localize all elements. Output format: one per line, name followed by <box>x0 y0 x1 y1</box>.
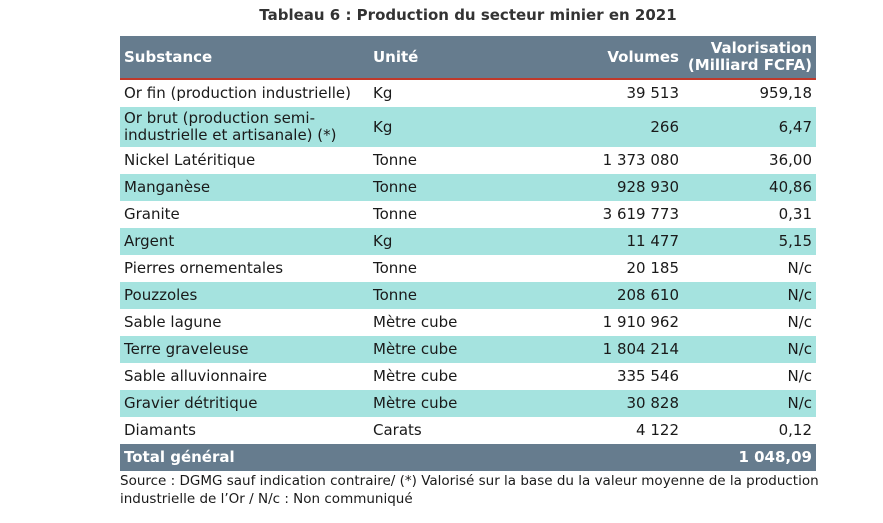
cell-volumes: 1 804 214 <box>509 336 683 363</box>
header-substance: Substance <box>120 36 369 80</box>
cell-unite: Mètre cube <box>373 367 458 385</box>
cell-substance: Argent <box>120 228 369 255</box>
table-row: Pouzzoles Tonne 208 610 N/c <box>120 282 816 309</box>
table-row: Terre graveleuse Mètre cube 1 804 214 N/c <box>120 336 816 363</box>
cell-volumes: 11 477 <box>509 228 683 255</box>
header-valorisation: Valorisation (Milliard FCFA) <box>683 36 816 80</box>
cell-valorisation: 0,12 <box>778 421 812 439</box>
cell-unite: Tonne <box>373 151 418 169</box>
cell-valorisation: N/c <box>787 313 812 331</box>
total-row: Total général 1 048,09 <box>120 444 816 471</box>
table-row: Granite Tonne 3 619 773 0,31 <box>120 201 816 228</box>
cell-volumes: 208 610 <box>509 282 683 309</box>
cell-substance: Pouzzoles <box>120 282 369 309</box>
cell-volumes: 4 122 <box>636 421 679 439</box>
header-valorisation-line2: (Milliard FCFA) <box>687 56 812 74</box>
cell-unite: Kg <box>369 228 509 255</box>
total-label: Total général <box>120 444 369 471</box>
header-unite: Unité <box>369 36 509 80</box>
cell-valorisation: N/c <box>787 259 812 277</box>
cell-volumes: 39 513 <box>626 84 680 102</box>
table-caption: Tableau 6 : Production du secteur minier… <box>259 6 677 24</box>
cell-unite: Tonne <box>373 259 418 277</box>
total-valorisation: 1 048,09 <box>683 444 816 471</box>
cell-unite: Tonne <box>369 174 509 201</box>
table-row: Argent Kg 11 477 5,15 <box>120 228 816 255</box>
cell-substance: Sable alluvionnaire <box>124 367 268 385</box>
cell-substance: Pierres ornementales <box>124 259 284 277</box>
table-row: Pierres ornementales Tonne 20 185 N/c <box>120 255 816 282</box>
cell-unite: Mètre cube <box>373 313 458 331</box>
cell-valorisation: 0,31 <box>778 205 812 223</box>
table-row: Nickel Latéritique Tonne 1 373 080 36,00 <box>120 147 816 174</box>
cell-volumes: 1 373 080 <box>602 151 679 169</box>
cell-volumes: 3 619 773 <box>602 205 679 223</box>
cell-substance: Diamants <box>124 421 196 439</box>
cell-valorisation: N/c <box>683 282 816 309</box>
cell-unite: Carats <box>373 421 422 439</box>
cell-substance: Gravier détritique <box>120 390 369 417</box>
cell-substance: Or fin (production industrielle) <box>124 84 352 102</box>
cell-valorisation: 5,15 <box>683 228 816 255</box>
cell-volumes: 30 828 <box>509 390 683 417</box>
cell-unite: Kg <box>369 107 509 147</box>
table-row: Diamants Carats 4 122 0,12 <box>120 417 816 444</box>
cell-unite: Tonne <box>369 282 509 309</box>
cell-valorisation: 6,47 <box>683 107 816 147</box>
cell-valorisation: 40,86 <box>683 174 816 201</box>
cell-unite: Tonne <box>373 205 418 223</box>
cell-unite: Mètre cube <box>369 390 509 417</box>
header-valorisation-line1: Valorisation <box>710 39 812 57</box>
cell-volumes: 928 930 <box>509 174 683 201</box>
cell-valorisation: N/c <box>683 390 816 417</box>
production-table: Substance Unité Volumes Valorisation (Mi… <box>120 36 816 471</box>
cell-valorisation: 36,00 <box>769 151 812 169</box>
cell-volumes: 20 185 <box>626 259 680 277</box>
cell-volumes: 335 546 <box>616 367 679 385</box>
cell-valorisation: 959,18 <box>759 84 813 102</box>
table-row: Or fin (production industrielle) Kg 39 513… <box>120 79 816 107</box>
cell-valorisation: N/c <box>787 367 812 385</box>
cell-substance: Granite <box>124 205 180 223</box>
table-row: Or brut (production semi-industrielle et… <box>120 107 816 147</box>
total-unite <box>369 444 509 471</box>
table-row: Sable lagune Mètre cube 1 910 962 N/c <box>120 309 816 336</box>
table-row: Manganèse Tonne 928 930 40,86 <box>120 174 816 201</box>
total-volumes <box>509 444 683 471</box>
cell-substance: Terre graveleuse <box>120 336 369 363</box>
cell-substance: Manganèse <box>120 174 369 201</box>
header-volumes: Volumes <box>509 36 683 80</box>
cell-substance: Sable lagune <box>124 313 222 331</box>
cell-volumes: 266 <box>509 107 683 147</box>
table-row: Sable alluvionnaire Mètre cube 335 546 N/c <box>120 363 816 390</box>
source-note: Source : DGMG sauf indication contraire/… <box>120 473 819 507</box>
cell-valorisation: N/c <box>683 336 816 363</box>
cell-volumes: 1 910 962 <box>602 313 679 331</box>
table-header-row: Substance Unité Volumes Valorisation (Mi… <box>120 36 816 80</box>
cell-unite: Kg <box>373 84 393 102</box>
cell-substance: Or brut (production semi-industrielle et… <box>120 107 369 147</box>
table-row: Gravier détritique Mètre cube 30 828 N/c <box>120 390 816 417</box>
cell-substance: Nickel Latéritique <box>124 151 256 169</box>
cell-unite: Mètre cube <box>369 336 509 363</box>
